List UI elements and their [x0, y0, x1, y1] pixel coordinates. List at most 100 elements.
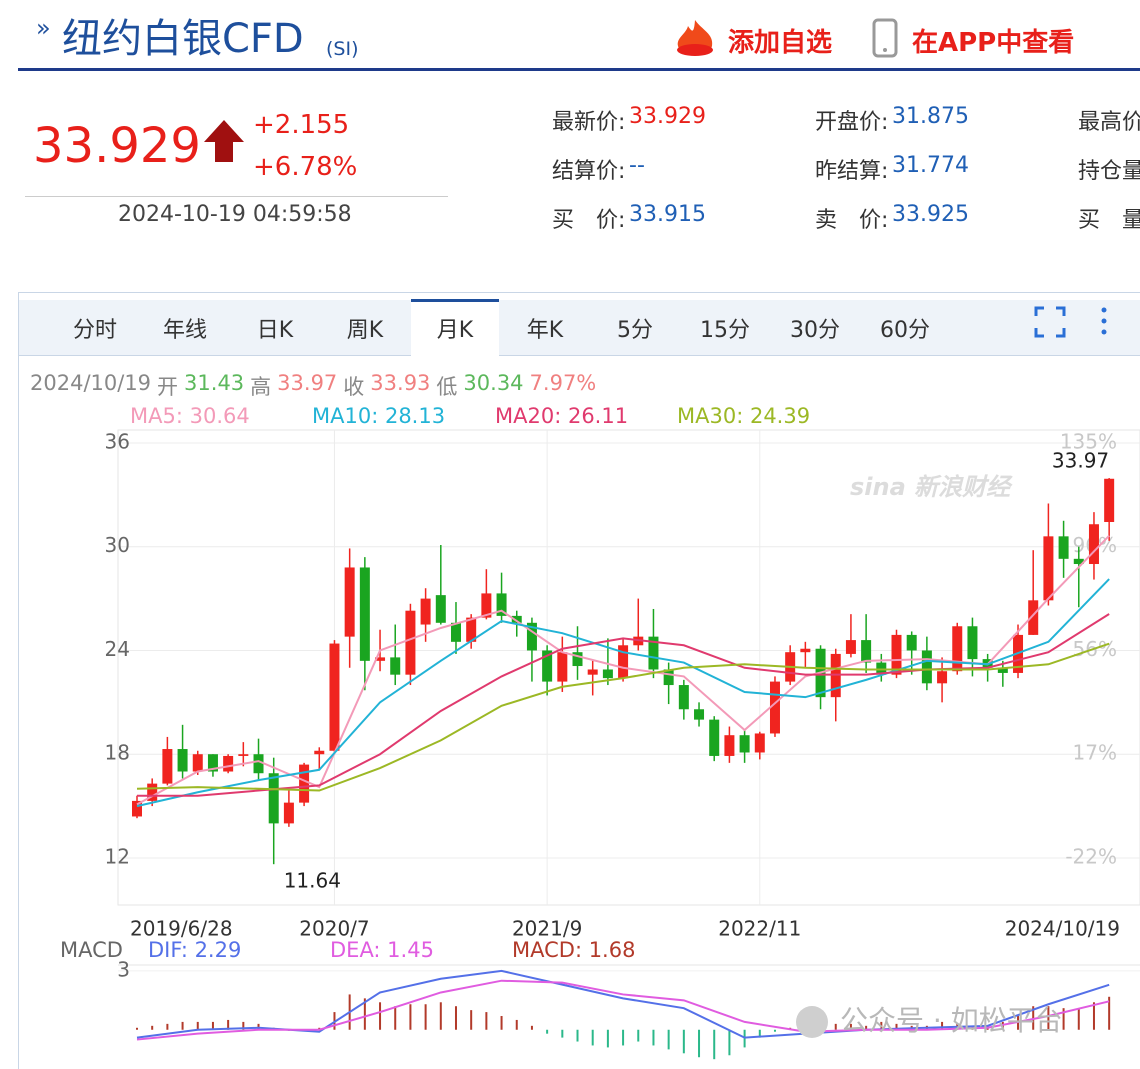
x-tick-label: 2024/10/19 [1005, 917, 1120, 941]
up-arrow [204, 120, 244, 162]
macd-bar [1047, 1006, 1050, 1030]
tab[interactable]: 年线 [162, 318, 207, 343]
y-tick-label: 24 [105, 637, 130, 661]
macd-bar [758, 1029, 761, 1038]
info-item: 31.43 [184, 371, 245, 395]
tab[interactable]: 15分 [700, 318, 750, 343]
tab[interactable]: 日K [256, 318, 294, 343]
macd-bar [849, 1023, 852, 1030]
candle-body [602, 669, 613, 679]
candle-body [344, 567, 355, 637]
toolbar-icons [1034, 306, 1107, 338]
price: 33.929 [33, 118, 201, 174]
candle-body [1073, 558, 1084, 565]
x-tick-label: 2021/9 [512, 917, 582, 941]
macd-bar [1062, 1008, 1065, 1030]
macd-legend-item: MACD: 1.68 [512, 938, 636, 962]
watermark: sina 新浪财经 [850, 473, 1013, 501]
macd-bar [941, 1021, 944, 1030]
info-item: 30.34 [463, 371, 524, 395]
candle-body [1058, 536, 1069, 559]
info-item: 低 [436, 375, 458, 399]
info-item: 高 [250, 375, 272, 399]
candle-body [587, 669, 598, 675]
tab[interactable]: 年K [526, 318, 564, 343]
macd-bar [1092, 1002, 1095, 1030]
ma-legend-item: MA10: 28.13 [312, 404, 446, 428]
candle-body [800, 648, 811, 653]
info-item: 33.97 [277, 371, 338, 395]
macd-bar [622, 1029, 625, 1046]
macd-bar [242, 1021, 245, 1030]
candle-body [329, 643, 340, 751]
candle-body [162, 749, 173, 784]
candle-body [359, 567, 370, 661]
field-label: 买 量 [1078, 208, 1140, 233]
candle-body [375, 657, 386, 661]
macd-bar [895, 1023, 898, 1030]
tab[interactable]: 分时 [72, 318, 117, 343]
x-tick-label: 2019/6/28 [130, 917, 233, 941]
tab[interactable]: 5分 [617, 318, 653, 343]
macd-bar [454, 1006, 457, 1030]
macd-bar [166, 1023, 169, 1030]
candle-body [557, 652, 568, 682]
tab[interactable]: 周K [346, 318, 384, 343]
candle-body [861, 640, 872, 663]
candle-body [496, 593, 507, 616]
candle-body [678, 685, 689, 710]
candle-body [845, 640, 856, 654]
ma-legend-item: MA30: 24.39 [677, 404, 811, 428]
tab[interactable]: 30分 [790, 318, 840, 343]
ma-line [136, 578, 1110, 808]
y-tick-label: 18 [105, 741, 130, 765]
macd-bar [151, 1025, 154, 1030]
candle-body [132, 800, 142, 817]
quote-time: 2024-10-19 04:59:58 [118, 202, 352, 227]
add-watch[interactable]: 添加自选 [728, 28, 833, 58]
macd-bar [667, 1029, 670, 1050]
macd-bar [439, 1002, 442, 1030]
change-pct: +6.78% [253, 152, 358, 182]
macd-bar [606, 1029, 609, 1048]
app-view[interactable]: 在APP中查看 [912, 28, 1075, 58]
macd-bar [211, 1021, 214, 1030]
candle-body [1104, 478, 1115, 522]
candle-body [739, 735, 750, 753]
candle-body [207, 754, 218, 772]
quote-rule [25, 196, 448, 197]
tab[interactable]: 60分 [880, 318, 930, 343]
field-value: 31.774 [892, 153, 969, 178]
candle-body [177, 749, 188, 772]
macd-bar [409, 1004, 412, 1030]
candle-body [1028, 600, 1039, 635]
field-value: 33.929 [629, 104, 706, 129]
info-item: 收 [343, 375, 365, 399]
candle-body [526, 622, 537, 651]
candle-body [268, 773, 279, 824]
field-label: 卖 价: [815, 208, 889, 233]
candle-body [952, 626, 963, 672]
macd-bar [530, 1025, 533, 1030]
candle-body [192, 754, 203, 772]
macd-bar [1108, 996, 1111, 1030]
min-label: 11.64 [284, 869, 341, 893]
macd-bar [865, 1025, 868, 1030]
flame-icon [677, 20, 713, 56]
info-item: 2024/10/19 [30, 371, 152, 395]
candle-body [648, 636, 659, 670]
macd-bar [379, 1002, 382, 1030]
macd-bar [515, 1019, 518, 1030]
field-value: 31.875 [892, 104, 969, 129]
code: (SI) [326, 38, 359, 60]
candle-body [921, 650, 932, 684]
candle-body [967, 626, 978, 660]
candle-body [1088, 524, 1099, 565]
candle-body [709, 719, 720, 756]
macd-bar [576, 1029, 579, 1042]
info-item: 开 [157, 375, 179, 399]
tab[interactable]: 月K [436, 318, 474, 343]
field-label: 开盘价: [815, 110, 889, 135]
ma-legend-item: MA5: 30.64 [130, 404, 250, 428]
header-rule [18, 68, 1140, 71]
